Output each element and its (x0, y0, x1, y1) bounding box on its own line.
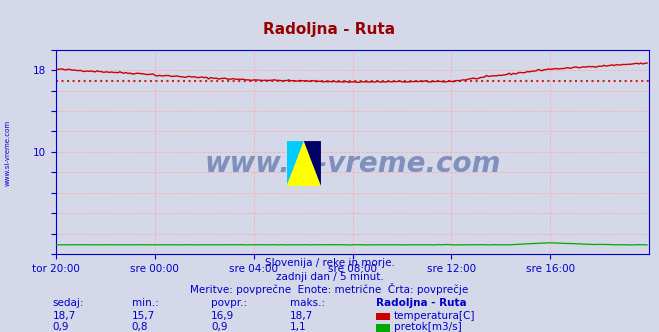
Text: Meritve: povprečne  Enote: metrične  Črta: povprečje: Meritve: povprečne Enote: metrične Črta:… (190, 283, 469, 295)
Text: Slovenija / reke in morje.: Slovenija / reke in morje. (264, 258, 395, 268)
Text: www.si-vreme.com: www.si-vreme.com (5, 120, 11, 186)
Text: Radoljna - Ruta: Radoljna - Ruta (376, 298, 467, 308)
Text: min.:: min.: (132, 298, 159, 308)
Text: povpr.:: povpr.: (211, 298, 247, 308)
Polygon shape (287, 141, 321, 186)
Text: 0,9: 0,9 (211, 322, 227, 332)
Text: temperatura[C]: temperatura[C] (394, 311, 476, 321)
Text: 18,7: 18,7 (290, 311, 313, 321)
Polygon shape (287, 141, 304, 186)
Text: zadnji dan / 5 minut.: zadnji dan / 5 minut. (275, 272, 384, 282)
Text: 15,7: 15,7 (132, 311, 155, 321)
Text: 0,9: 0,9 (53, 322, 69, 332)
Text: www.si-vreme.com: www.si-vreme.com (204, 150, 501, 178)
Text: Radoljna - Ruta: Radoljna - Ruta (264, 22, 395, 37)
Text: pretok[m3/s]: pretok[m3/s] (394, 322, 462, 332)
Text: maks.:: maks.: (290, 298, 325, 308)
Text: sedaj:: sedaj: (53, 298, 84, 308)
Text: 1,1: 1,1 (290, 322, 306, 332)
Text: 16,9: 16,9 (211, 311, 234, 321)
Polygon shape (304, 141, 321, 186)
Text: 18,7: 18,7 (53, 311, 76, 321)
Text: 0,8: 0,8 (132, 322, 148, 332)
